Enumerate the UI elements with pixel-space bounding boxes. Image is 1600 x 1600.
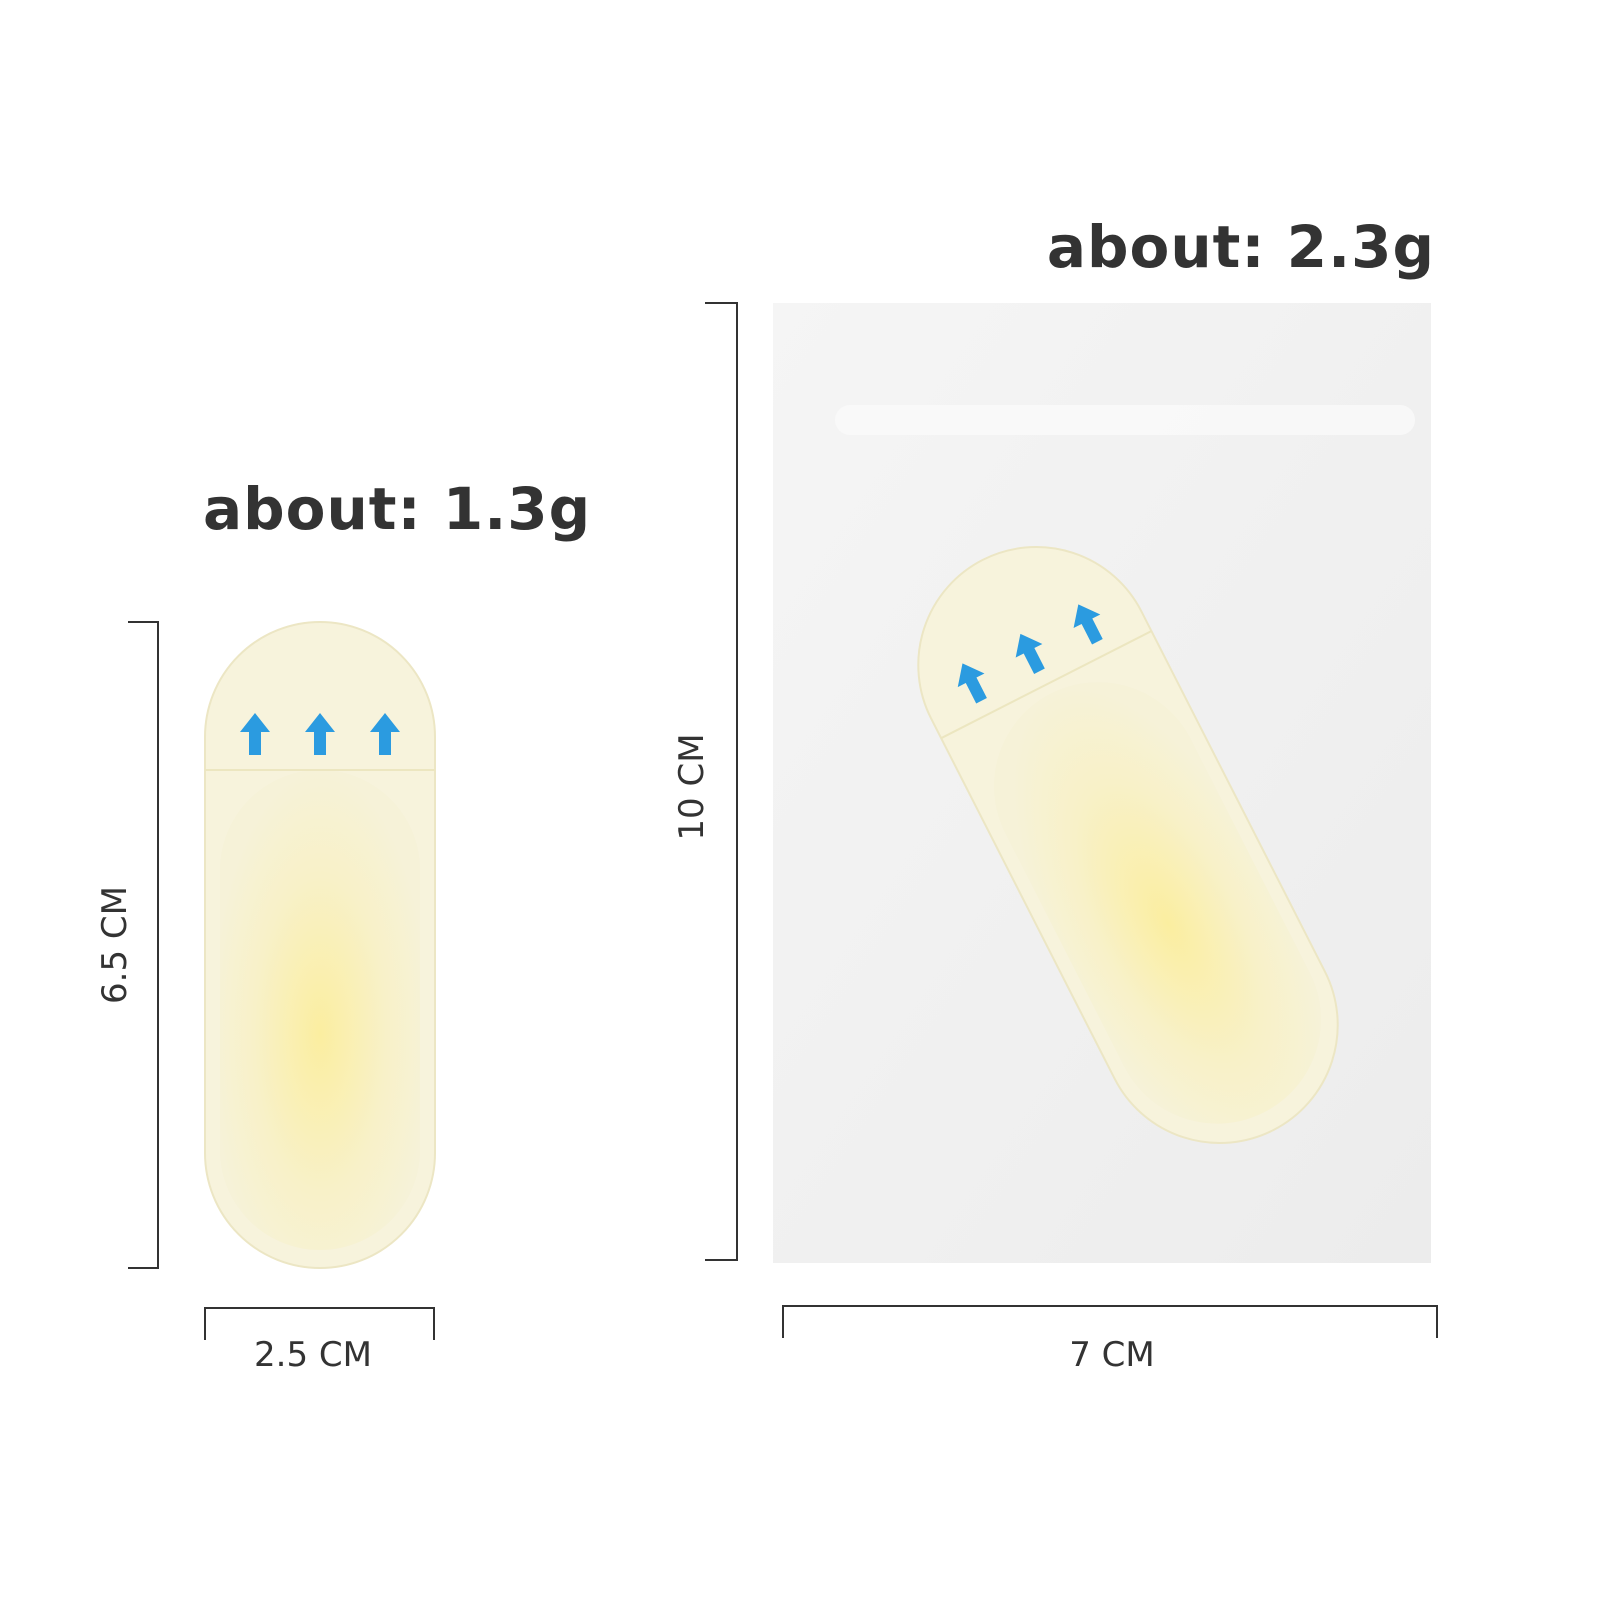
small-height-label: 6.5 CM xyxy=(95,886,135,1004)
large-width-bracket xyxy=(782,1305,1438,1338)
small-width-label: 2.5 CM xyxy=(254,1335,372,1375)
small-width-bracket xyxy=(204,1307,435,1340)
large-patch xyxy=(917,546,1339,1144)
large-height-bracket xyxy=(705,302,738,1261)
large-weight-label: about: 2.3g xyxy=(1046,213,1435,281)
small-weight-label: about: 1.3g xyxy=(203,475,592,543)
large-packet xyxy=(773,303,1431,1263)
large-width-label: 7 CM xyxy=(1069,1335,1155,1375)
small-patch xyxy=(204,621,436,1269)
large-height-label: 10 CM xyxy=(672,733,712,841)
small-height-bracket xyxy=(128,621,159,1269)
